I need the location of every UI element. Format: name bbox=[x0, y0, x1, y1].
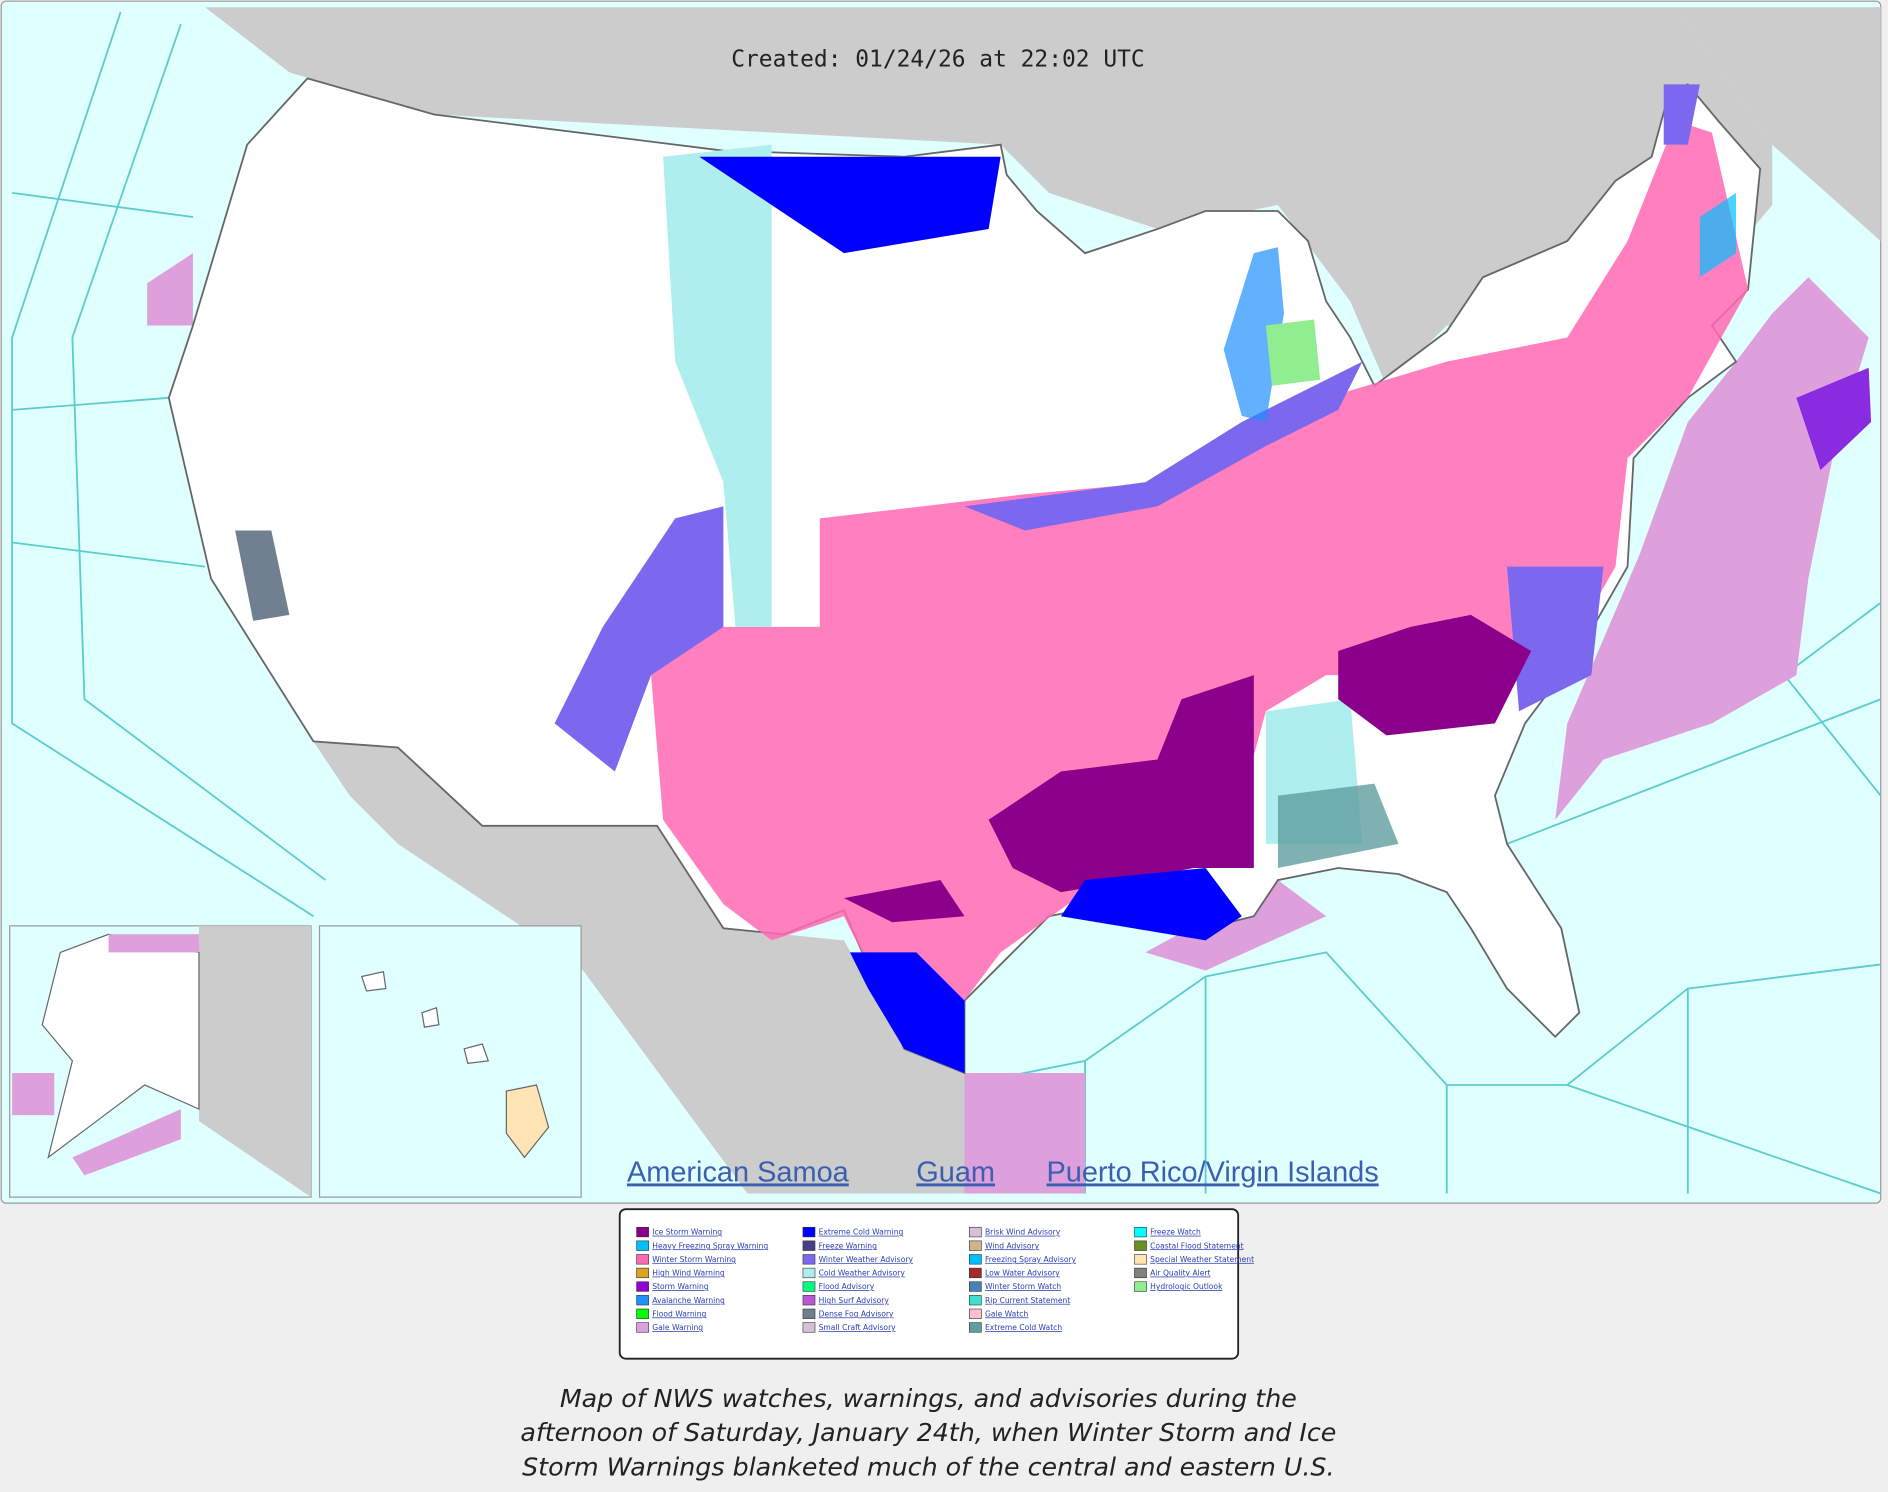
legend-swatch bbox=[802, 1295, 816, 1306]
legend-swatch bbox=[636, 1226, 649, 1238]
caption: Map of NWS watches, warnings, and adviso… bbox=[520, 1384, 1336, 1482]
hawaii-inset bbox=[318, 925, 582, 1198]
legend-swatch bbox=[969, 1322, 982, 1333]
legend-label[interactable]: Low Water Advisory bbox=[985, 1269, 1060, 1278]
legend-swatch bbox=[802, 1267, 816, 1279]
legend-swatch bbox=[636, 1295, 649, 1306]
legend-swatch bbox=[1134, 1254, 1147, 1265]
winter-weather-area bbox=[1506, 566, 1604, 712]
legend-label[interactable]: Flood Advisory bbox=[819, 1282, 875, 1291]
legend-label[interactable]: Avalanche Warning bbox=[652, 1296, 725, 1305]
legend-box bbox=[618, 1208, 1240, 1360]
extreme-cold-area bbox=[1060, 868, 1242, 941]
legend-label[interactable]: Small Craft Advisory bbox=[819, 1323, 897, 1332]
marine-zones bbox=[11, 11, 1882, 1195]
legend-label[interactable]: High Surf Advisory bbox=[819, 1296, 890, 1305]
legend-label[interactable]: Gale Warning bbox=[652, 1323, 703, 1332]
ice-storm-area bbox=[988, 675, 1254, 893]
legend-label[interactable]: Hydrologic Outlook bbox=[1150, 1282, 1223, 1291]
caption-line: afternoon of Saturday, January 24th, whe… bbox=[520, 1418, 1336, 1447]
extreme-cold-area bbox=[849, 952, 965, 1073]
legend-swatch bbox=[1134, 1226, 1147, 1238]
legend-swatch bbox=[1134, 1240, 1147, 1251]
ice-storm-area bbox=[843, 880, 965, 923]
legend-swatch bbox=[1134, 1281, 1147, 1292]
dense-fog-area bbox=[235, 530, 290, 621]
legend-swatch bbox=[802, 1281, 816, 1292]
legend-label[interactable]: Rip Current Statement bbox=[985, 1296, 1070, 1305]
legend-label[interactable]: Freeze Warning bbox=[819, 1241, 877, 1250]
legend-swatch bbox=[1134, 1267, 1147, 1279]
legend-label[interactable]: Extreme Cold Watch bbox=[985, 1323, 1062, 1332]
territory-link[interactable]: American Samoa bbox=[627, 1156, 850, 1188]
legend-label[interactable]: Special Weather Statement bbox=[1150, 1255, 1254, 1264]
legend-label[interactable]: Heavy Freezing Spray Warning bbox=[652, 1241, 768, 1250]
legend-label[interactable]: Cold Weather Advisory bbox=[819, 1269, 906, 1278]
storm-zone bbox=[1796, 367, 1872, 471]
hawaii-big-island bbox=[505, 1084, 550, 1159]
legend: Ice Storm Warning Heavy Freezing Spray Wa… bbox=[636, 1226, 1254, 1333]
legend-label[interactable]: Extreme Cold Warning bbox=[819, 1228, 904, 1237]
winter-storm-area bbox=[651, 120, 1749, 1037]
mexico bbox=[313, 741, 965, 1194]
hydrologic-area bbox=[1265, 319, 1321, 386]
legend-label[interactable]: High Wind Warning bbox=[652, 1269, 725, 1278]
legend-swatch bbox=[802, 1240, 816, 1251]
ice-storm-area bbox=[1338, 614, 1532, 736]
legend-swatch bbox=[969, 1295, 982, 1306]
legend-label[interactable]: Gale Watch bbox=[985, 1309, 1028, 1318]
legend-label[interactable]: Coastal Flood Statement bbox=[1150, 1241, 1244, 1250]
legend-swatch bbox=[969, 1254, 982, 1265]
legend-swatch bbox=[636, 1254, 649, 1265]
winter-weather-area bbox=[964, 361, 1363, 531]
gale-zone bbox=[1145, 880, 1327, 971]
legend-label[interactable]: Air Quality Alert bbox=[1150, 1269, 1210, 1278]
lake-michigan bbox=[1223, 247, 1284, 422]
legend-label[interactable]: Winter Weather Advisory bbox=[819, 1255, 914, 1264]
legend-swatch bbox=[802, 1226, 816, 1238]
legend-swatch bbox=[636, 1322, 649, 1333]
gale-zone bbox=[1555, 277, 1869, 820]
cold-watch-area bbox=[1277, 783, 1399, 869]
extreme-cold-area bbox=[699, 156, 1001, 254]
legend-swatch bbox=[636, 1308, 649, 1319]
legend-swatch bbox=[969, 1281, 982, 1292]
legend-label[interactable]: Winter Storm Watch bbox=[985, 1282, 1061, 1291]
legend-swatch bbox=[969, 1226, 982, 1238]
legend-label[interactable]: Dense Fog Advisory bbox=[819, 1309, 894, 1318]
canada bbox=[204, 7, 1773, 386]
created-timestamp: Created: 01/24/26 at 22:02 UTC bbox=[731, 46, 1144, 72]
legend-swatch bbox=[636, 1267, 649, 1279]
canada-inset bbox=[198, 925, 312, 1198]
freezing-spray-area bbox=[1699, 192, 1737, 278]
legend-swatch bbox=[969, 1240, 982, 1251]
legend-label[interactable]: Brisk Wind Advisory bbox=[985, 1228, 1061, 1237]
legend-swatch bbox=[969, 1308, 982, 1319]
legend-label[interactable]: Winter Storm Warning bbox=[652, 1255, 736, 1264]
legend-label[interactable]: Flood Warning bbox=[652, 1309, 706, 1318]
gale-zone bbox=[147, 253, 193, 326]
canada-east bbox=[1675, 7, 1881, 242]
caption-line: Map of NWS watches, warnings, and adviso… bbox=[560, 1384, 1297, 1413]
legend-swatch bbox=[802, 1308, 816, 1319]
territory-link[interactable]: Puerto Rico/Virgin Islands bbox=[1046, 1156, 1378, 1188]
hawaii-islands bbox=[360, 970, 490, 1064]
legend-swatch bbox=[636, 1240, 649, 1251]
caption-line: Storm Warnings blanketed much of the cen… bbox=[522, 1453, 1334, 1482]
gale-zone bbox=[964, 1072, 1086, 1194]
legend-label[interactable]: Storm Warning bbox=[652, 1282, 709, 1291]
winter-weather-area bbox=[554, 506, 724, 772]
legend-label[interactable]: Wind Advisory bbox=[985, 1241, 1040, 1250]
legend-swatch bbox=[802, 1322, 816, 1333]
legend-label[interactable]: Ice Storm Warning bbox=[652, 1228, 722, 1237]
legend-swatch bbox=[802, 1254, 816, 1265]
territory-link[interactable]: Guam bbox=[916, 1156, 995, 1188]
legend-swatch bbox=[636, 1281, 649, 1292]
legend-swatch bbox=[969, 1267, 982, 1279]
legend-label[interactable]: Freezing Spray Advisory bbox=[985, 1255, 1077, 1264]
legend-label[interactable]: Freeze Watch bbox=[1150, 1228, 1201, 1237]
cold-weather-area bbox=[663, 144, 772, 627]
